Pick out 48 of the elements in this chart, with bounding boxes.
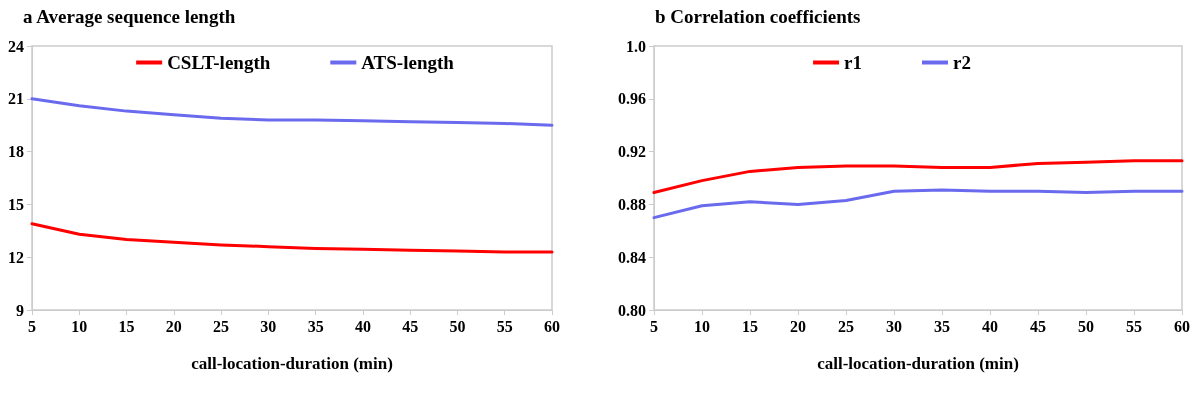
x-tick-label: 30 bbox=[260, 317, 277, 335]
y-tick-label: 1.0 bbox=[626, 37, 646, 55]
x-axis-title: call-location-duration (min) bbox=[817, 354, 1019, 373]
y-tick-label: 12 bbox=[8, 248, 24, 266]
x-tick-label: 60 bbox=[544, 317, 560, 335]
y-tick-label: 0.80 bbox=[618, 301, 646, 319]
x-tick-label: 50 bbox=[449, 317, 466, 335]
x-tick-label: 5 bbox=[650, 317, 658, 335]
x-axis-title: call-location-duration (min) bbox=[191, 354, 393, 373]
y-tick-label: 0.92 bbox=[618, 143, 646, 161]
legend-label: CSLT-length bbox=[167, 52, 271, 73]
x-tick-label: 55 bbox=[1126, 317, 1142, 335]
y-tick-label: 0.84 bbox=[618, 248, 646, 266]
x-tick-label: 45 bbox=[402, 317, 419, 335]
x-tick-label: 30 bbox=[886, 317, 902, 335]
y-tick-label: 9 bbox=[16, 301, 24, 319]
y-tick-label: 21 bbox=[8, 90, 24, 108]
x-tick-label: 40 bbox=[354, 317, 371, 335]
legend-label: ATS-length bbox=[361, 52, 455, 73]
x-tick-label: 10 bbox=[71, 317, 88, 335]
x-tick-label: 55 bbox=[496, 317, 513, 335]
y-tick-label: 0.96 bbox=[618, 90, 646, 108]
x-tick-label: 35 bbox=[934, 317, 950, 335]
x-tick-label: 20 bbox=[790, 317, 806, 335]
chart-title: a Average sequence length bbox=[23, 6, 236, 27]
line-series bbox=[652, 188, 1184, 220]
x-tick-label: 10 bbox=[694, 317, 710, 335]
x-tick-label: 40 bbox=[982, 317, 998, 335]
line-series bbox=[30, 222, 554, 254]
line-series bbox=[30, 97, 554, 127]
y-tick-label: 24 bbox=[8, 37, 24, 55]
x-tick-label: 45 bbox=[1030, 317, 1046, 335]
chart-title: b Correlation coefficients bbox=[655, 6, 861, 27]
x-tick-label: 25 bbox=[838, 317, 854, 335]
x-tick-label: 5 bbox=[28, 317, 36, 335]
y-tick-label: 0.88 bbox=[618, 195, 646, 213]
legend-label: r1 bbox=[844, 52, 862, 73]
x-tick-label: 50 bbox=[1078, 317, 1094, 335]
x-tick-label: 60 bbox=[1174, 317, 1190, 335]
line-series bbox=[652, 159, 1184, 195]
x-tick-label: 35 bbox=[307, 317, 324, 335]
x-tick-label: 25 bbox=[213, 317, 230, 335]
y-tick-label: 15 bbox=[8, 195, 24, 213]
y-tick-label: 18 bbox=[8, 143, 24, 161]
x-tick-label: 15 bbox=[742, 317, 758, 335]
x-tick-label: 20 bbox=[165, 317, 182, 335]
legend-label: r2 bbox=[953, 52, 971, 73]
x-tick-label: 15 bbox=[118, 317, 135, 335]
